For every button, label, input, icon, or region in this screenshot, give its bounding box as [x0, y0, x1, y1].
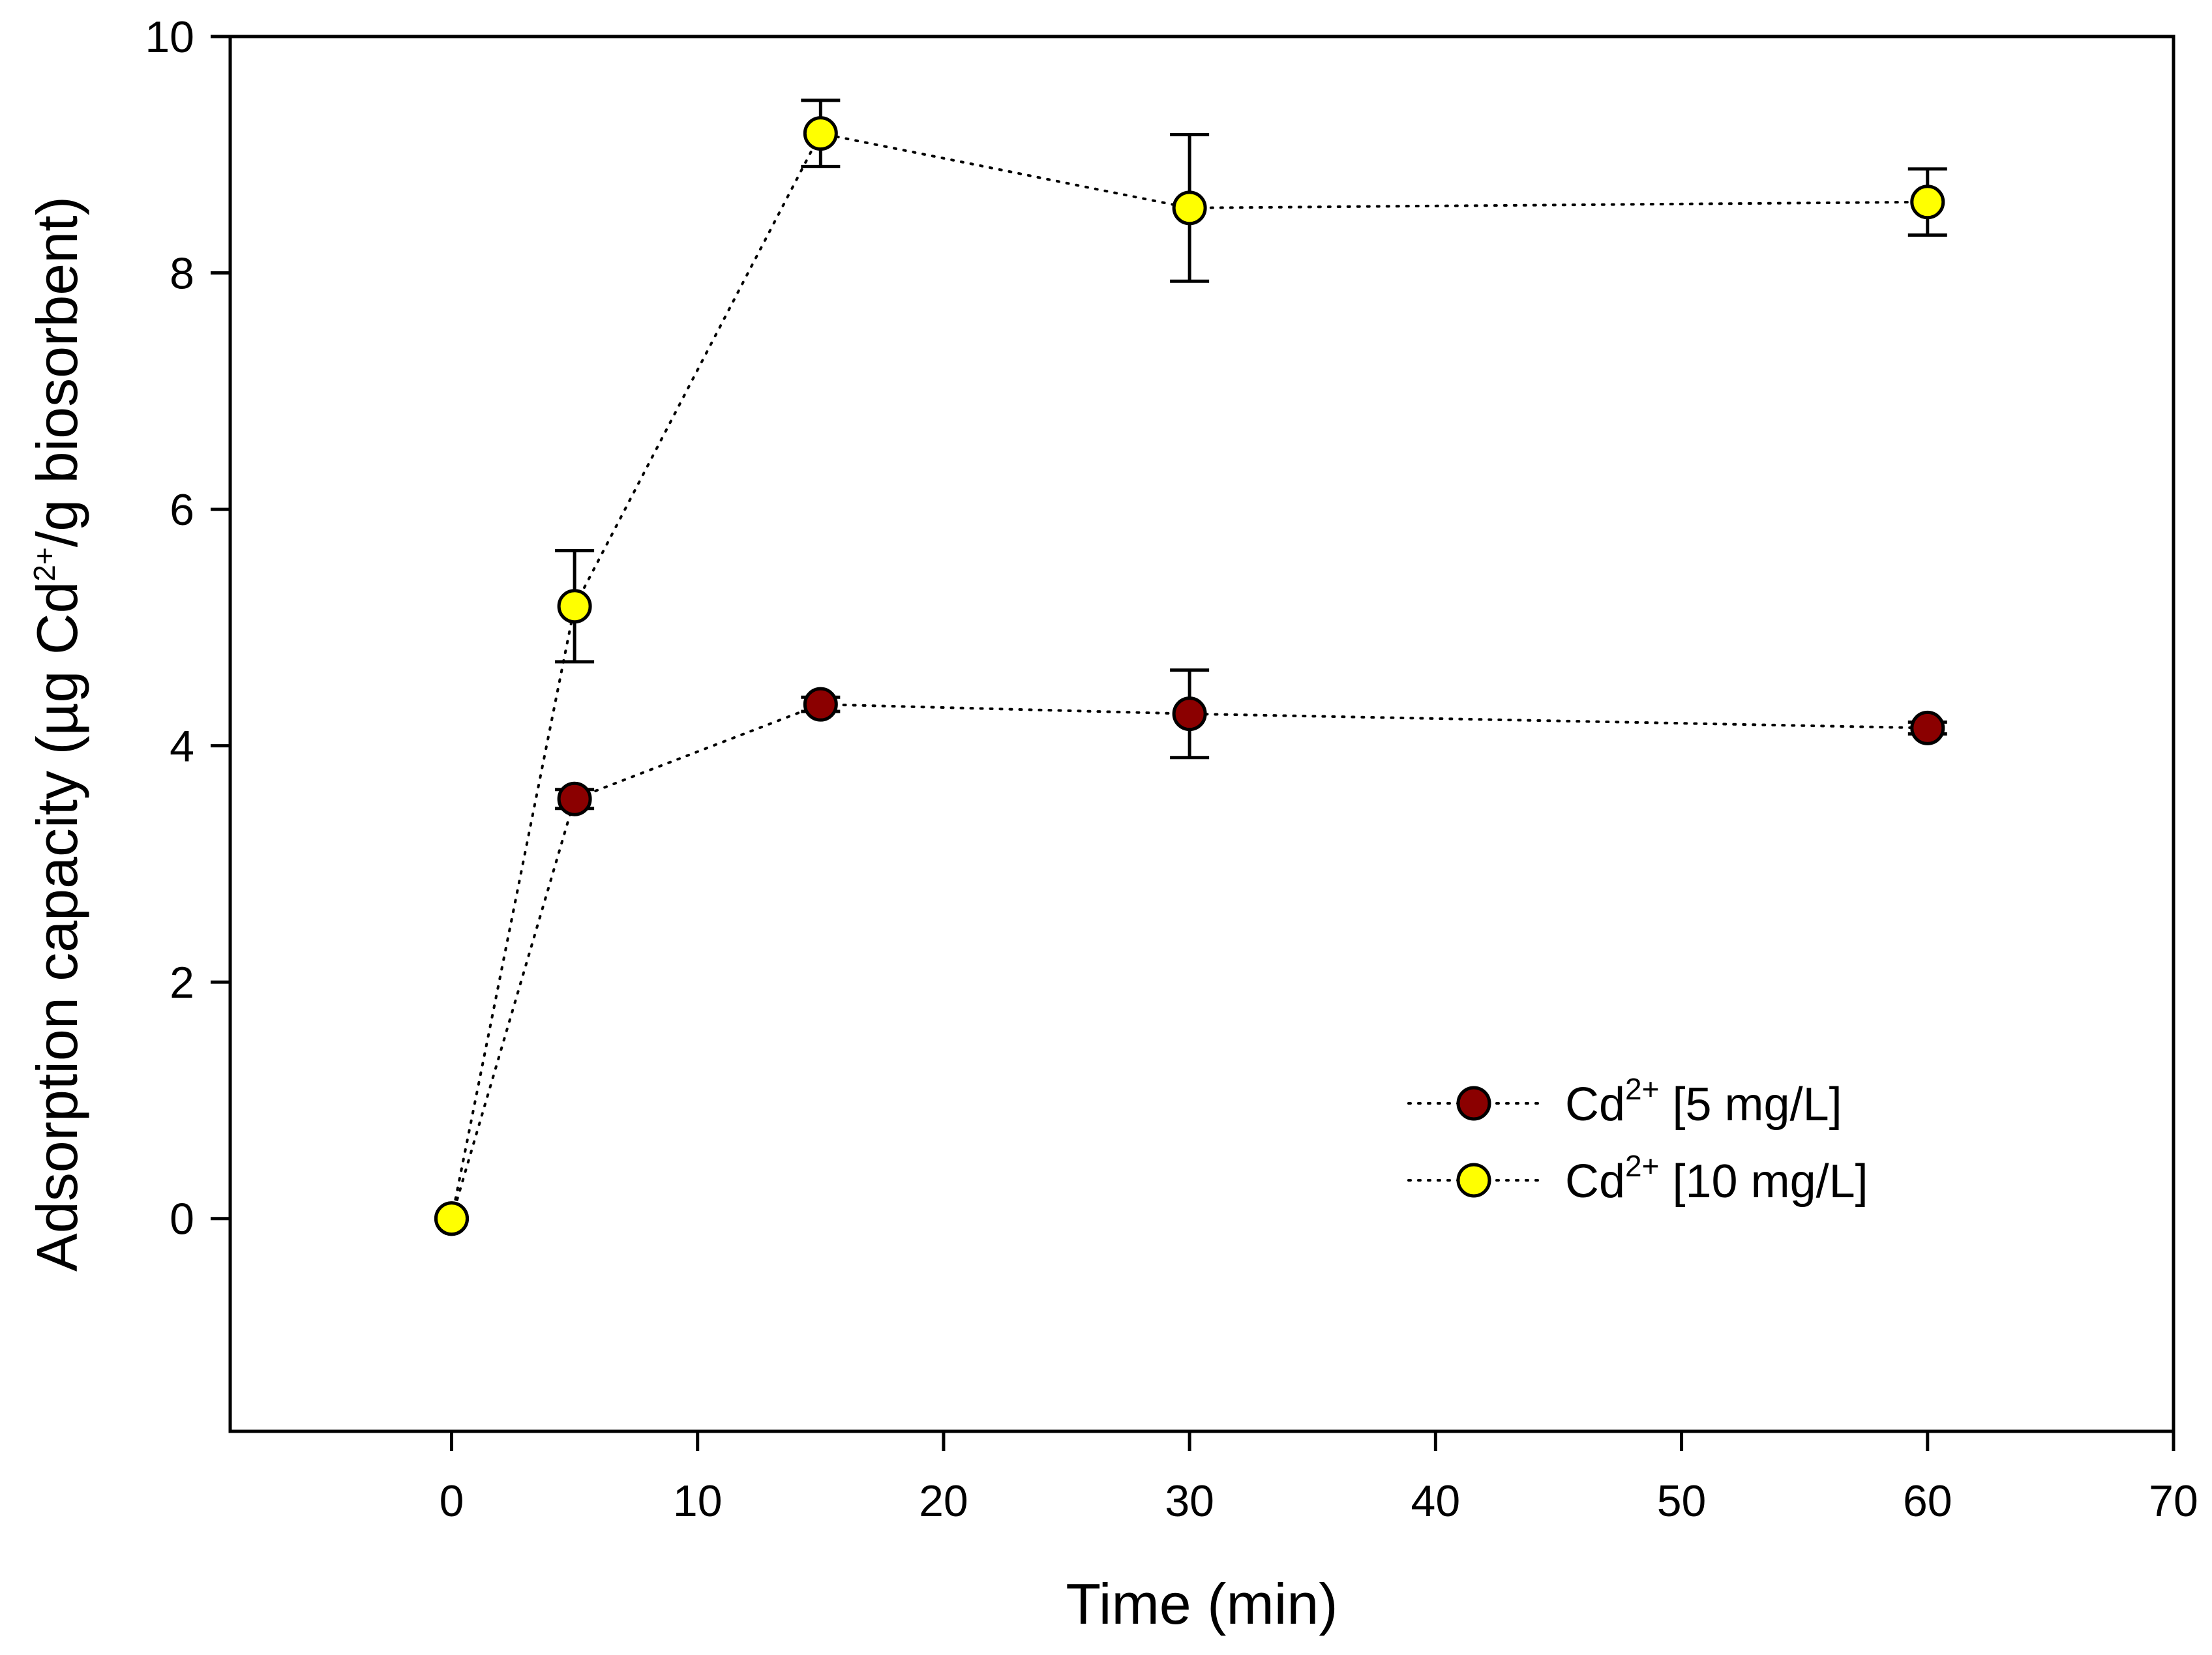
x-tick-label: 30: [1165, 1476, 1214, 1526]
legend: Cd2+ [5 mg/L]Cd2+ [10 mg/L]: [1407, 1072, 1868, 1208]
data-point: [803, 687, 838, 722]
x-tick-label: 50: [1657, 1476, 1707, 1526]
x-tick-label: 0: [440, 1476, 464, 1526]
x-tick-label: 20: [919, 1476, 968, 1526]
legend-label-base: Cd: [1565, 1079, 1625, 1131]
data-point: [1172, 696, 1207, 732]
legend-label: Cd2+ [10 mg/L]: [1565, 1149, 1868, 1208]
legend-label-rest: [5 mg/L]: [1660, 1079, 1842, 1131]
legend-label-rest: [10 mg/L]: [1660, 1156, 1868, 1208]
data-point: [434, 1201, 469, 1236]
legend-label-superscript: 2+: [1625, 1072, 1659, 1106]
data-point: [557, 589, 592, 624]
series-2: [434, 98, 1947, 1236]
data-point: [557, 781, 592, 816]
legend-label: Cd2+ [5 mg/L]: [1565, 1072, 1842, 1131]
axis-layer: 0 10 20 30 40 50 60 70 0 2 4 6 8 10: [145, 12, 2198, 1526]
y-tick-label: 4: [170, 722, 194, 771]
x-axis-title: Time (min): [1066, 1572, 1338, 1636]
legend-item-1: Cd2+ [5 mg/L]: [1407, 1072, 1842, 1131]
data-point: [1910, 710, 1945, 745]
y-tick-label: 0: [170, 1195, 194, 1244]
y-axis-title-part: Adsorption capacity (µg Cd: [25, 582, 89, 1272]
legend-marker: [1456, 1163, 1491, 1198]
y-tick-label: 8: [170, 249, 194, 299]
x-tick-label: 70: [2149, 1476, 2198, 1526]
y-tick-label: 10: [145, 12, 194, 62]
x-tick-label: 60: [1903, 1476, 1952, 1526]
legend-label-superscript: 2+: [1625, 1149, 1659, 1183]
y-tick-label: 2: [170, 958, 194, 1007]
plot-area-frame: [228, 35, 2175, 1433]
y-axis-title-superscript: 2+: [27, 547, 61, 581]
data-point: [1910, 185, 1945, 220]
x-tick-label: 10: [673, 1476, 723, 1526]
y-tick-label: 6: [170, 485, 194, 535]
y-axis-title-part: /g biosorbent): [25, 196, 89, 547]
legend-label-base: Cd: [1565, 1156, 1625, 1208]
x-tick-label: 40: [1411, 1476, 1461, 1526]
series-line: [450, 132, 1929, 1220]
plot-layer: [434, 98, 1947, 1236]
legend-item-2: Cd2+ [10 mg/L]: [1407, 1149, 1868, 1208]
data-point: [803, 116, 838, 151]
y-axis-title: Adsorption capacity (µg Cd2+/g biosorben…: [25, 196, 89, 1272]
data-point: [1172, 190, 1207, 226]
legend-marker: [1456, 1086, 1491, 1121]
